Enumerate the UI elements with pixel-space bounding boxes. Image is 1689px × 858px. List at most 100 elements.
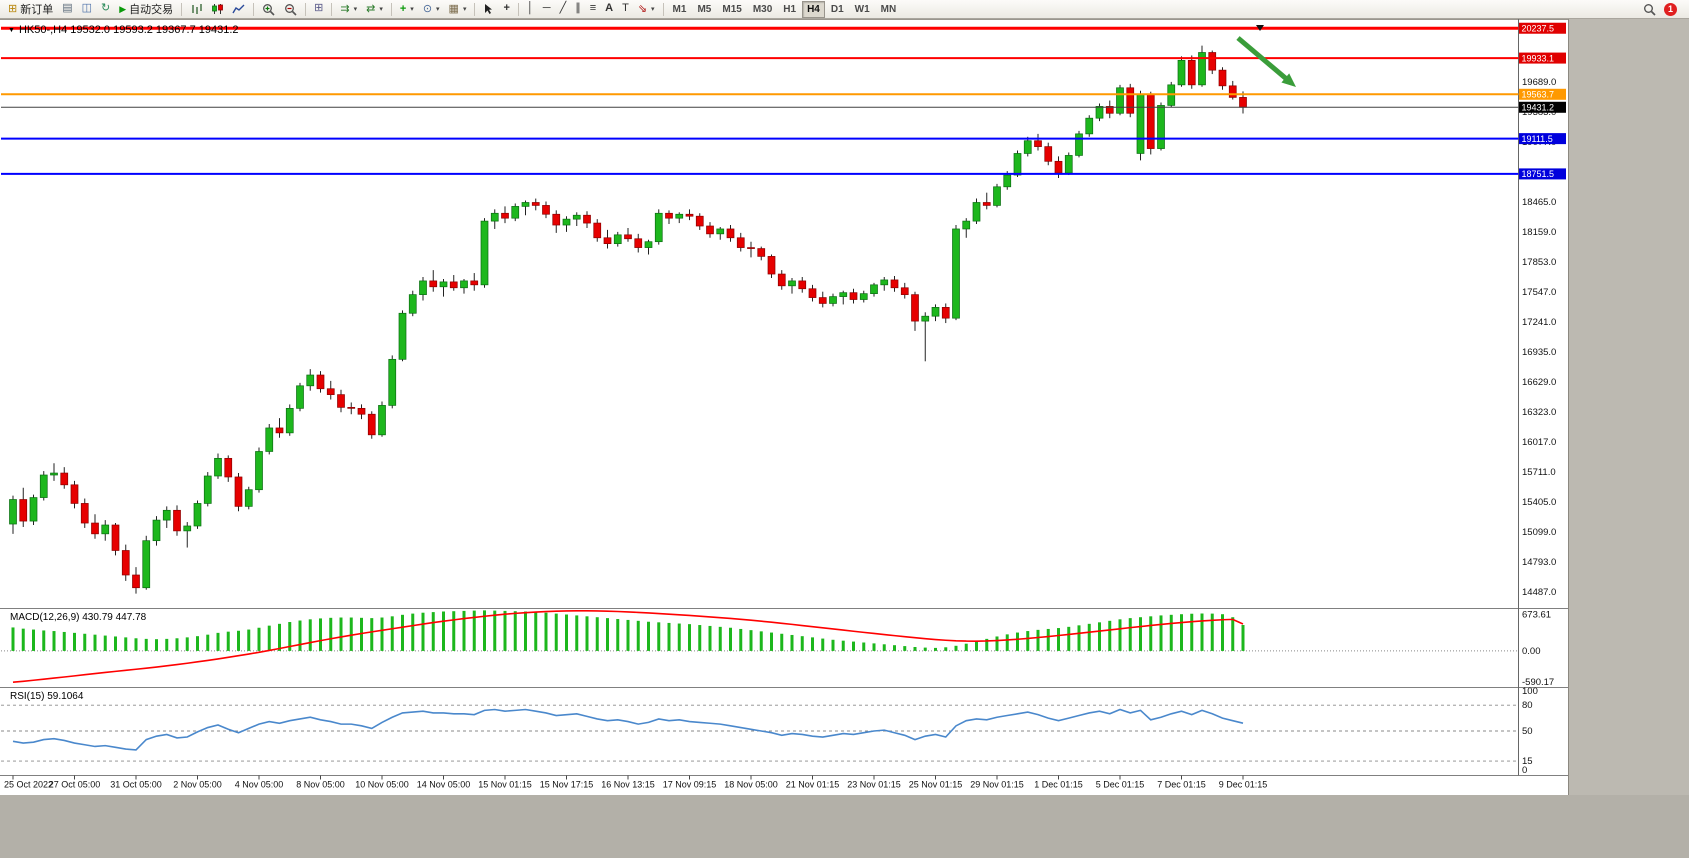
svg-text:19933.1: 19933.1 <box>1522 53 1555 63</box>
zoom-in-button[interactable] <box>258 0 279 18</box>
timeframe-m1[interactable]: M1 <box>672 3 687 15</box>
timeframe-h1[interactable]: H1 <box>783 3 797 15</box>
timeframe-mn[interactable]: MN <box>880 3 897 15</box>
candlestick-chart-icon <box>212 4 224 14</box>
candle <box>1126 87 1135 114</box>
candle <box>716 228 725 235</box>
trend-arrow-annotation[interactable] <box>1236 36 1291 84</box>
channel-button[interactable]: ∥ <box>575 2 581 14</box>
svg-text:18751.5: 18751.5 <box>1522 169 1555 179</box>
zoom-in-icon <box>263 3 275 16</box>
arrows-button[interactable]: ⇘ ▾ <box>634 0 659 18</box>
indicators-button[interactable]: + ▾ <box>396 0 418 18</box>
cursor-button[interactable] <box>479 0 498 18</box>
timeframe-w1[interactable]: W1 <box>854 3 870 15</box>
svg-text:15: 15 <box>1522 756 1533 767</box>
candle <box>890 279 899 289</box>
market-watch-icon[interactable]: ◫ <box>81 2 93 14</box>
line-chart-button[interactable] <box>228 0 249 18</box>
svg-text:673.61: 673.61 <box>1522 610 1551 621</box>
bottom-strip <box>0 795 1689 858</box>
toolbar-separator <box>517 2 519 16</box>
candle <box>1146 94 1155 149</box>
chevron-down-icon: ▾ <box>651 6 655 13</box>
candle <box>39 474 48 498</box>
timeframe-d1[interactable]: D1 <box>830 3 844 15</box>
candle <box>531 202 540 206</box>
notification-badge[interactable]: 1 <box>1664 2 1677 16</box>
trendline-button[interactable]: ╱ <box>559 2 567 14</box>
candle <box>326 388 335 395</box>
candle <box>152 519 161 542</box>
zoom-out-button[interactable] <box>280 0 301 18</box>
candle <box>408 294 417 314</box>
candle <box>224 457 233 478</box>
new-order-label: 新订单 <box>20 4 54 16</box>
svg-text:23 Nov 01:15: 23 Nov 01:15 <box>847 780 901 790</box>
timeframe-m5[interactable]: M5 <box>697 3 712 15</box>
candle <box>798 280 807 290</box>
candle <box>941 307 950 319</box>
svg-text:17241.0: 17241.0 <box>1522 317 1556 328</box>
candle <box>1208 52 1217 71</box>
bar-chart-button[interactable] <box>186 0 206 18</box>
chart-window[interactable]: 19689.019383.019077.018771.018465.018159… <box>0 19 1569 795</box>
text-button[interactable]: A <box>605 2 614 14</box>
candle <box>316 374 325 390</box>
templates-button[interactable]: ▦ ▾ <box>445 0 471 18</box>
toolbar: ⊞ 新订单 ▤ ◫ ↻ ▶ 自动交易 <box>0 0 1689 19</box>
svg-text:19431.2: 19431.2 <box>1522 103 1555 113</box>
candle <box>439 281 448 288</box>
chart-shift-icon: ⇄ <box>366 3 376 15</box>
svg-text:16017.0: 16017.0 <box>1522 437 1556 448</box>
vertical-line-button[interactable]: │ <box>526 2 534 14</box>
timeframe-h4[interactable]: H4 <box>802 0 825 18</box>
chart-shift-button[interactable]: ⇄ ▾ <box>362 0 387 18</box>
candle <box>747 247 755 249</box>
candle <box>1013 153 1022 176</box>
candle <box>9 499 17 525</box>
fibonacci-button[interactable]: ≡ <box>589 2 597 14</box>
periods-button[interactable]: ⊙ ▾ <box>419 0 444 18</box>
candle <box>357 407 366 415</box>
candle <box>60 472 69 486</box>
text-label-button[interactable]: T <box>622 2 629 14</box>
svg-text:15099.0: 15099.0 <box>1522 527 1556 538</box>
charts-icon[interactable]: ▤ <box>62 2 73 14</box>
svg-text:27 Oct 05:00: 27 Oct 05:00 <box>49 780 101 790</box>
svg-text:31 Oct 05:00: 31 Oct 05:00 <box>110 780 162 790</box>
candle <box>1075 133 1083 156</box>
candle <box>593 222 602 239</box>
svg-text:9 Dec 01:15: 9 Dec 01:15 <box>1219 780 1268 790</box>
timeframe-m15[interactable]: M15 <box>722 3 742 15</box>
auto-trading-button[interactable]: ▶ 自动交易 <box>115 0 177 18</box>
refresh-icon[interactable]: ↻ <box>101 2 111 14</box>
timeframe-m30[interactable]: M30 <box>752 3 773 15</box>
candle <box>870 284 878 295</box>
candle <box>1054 160 1063 174</box>
macd-histogram <box>11 610 1245 651</box>
crosshair-button[interactable]: + <box>503 2 510 14</box>
tile-windows-button[interactable]: ⊞ <box>314 2 324 14</box>
candlestick-chart-button[interactable] <box>207 0 227 18</box>
candle <box>490 212 499 222</box>
candle <box>1177 59 1186 86</box>
object-marker[interactable] <box>1256 25 1264 31</box>
candle <box>849 292 858 300</box>
new-order-button[interactable]: ⊞ 新订单 <box>4 0 57 18</box>
chart-canvas[interactable]: 19689.019383.019077.018771.018465.018159… <box>0 19 1568 795</box>
svg-text:19563.7: 19563.7 <box>1522 90 1555 100</box>
candle <box>880 279 889 286</box>
candle <box>193 503 202 527</box>
candle <box>429 280 438 288</box>
svg-text:15711.0: 15711.0 <box>1522 467 1556 478</box>
search-icon[interactable] <box>1643 3 1656 16</box>
trend-arrow-head[interactable] <box>1281 73 1296 87</box>
candle <box>91 522 99 535</box>
candle <box>121 550 130 576</box>
svg-text:80: 80 <box>1522 700 1533 711</box>
toolbar-right: 1 <box>1643 2 1685 16</box>
horizontal-line-button[interactable]: ─ <box>542 2 551 14</box>
auto-scroll-button[interactable]: ⇉ ▾ <box>336 0 361 18</box>
zoom-out-icon <box>285 3 297 16</box>
